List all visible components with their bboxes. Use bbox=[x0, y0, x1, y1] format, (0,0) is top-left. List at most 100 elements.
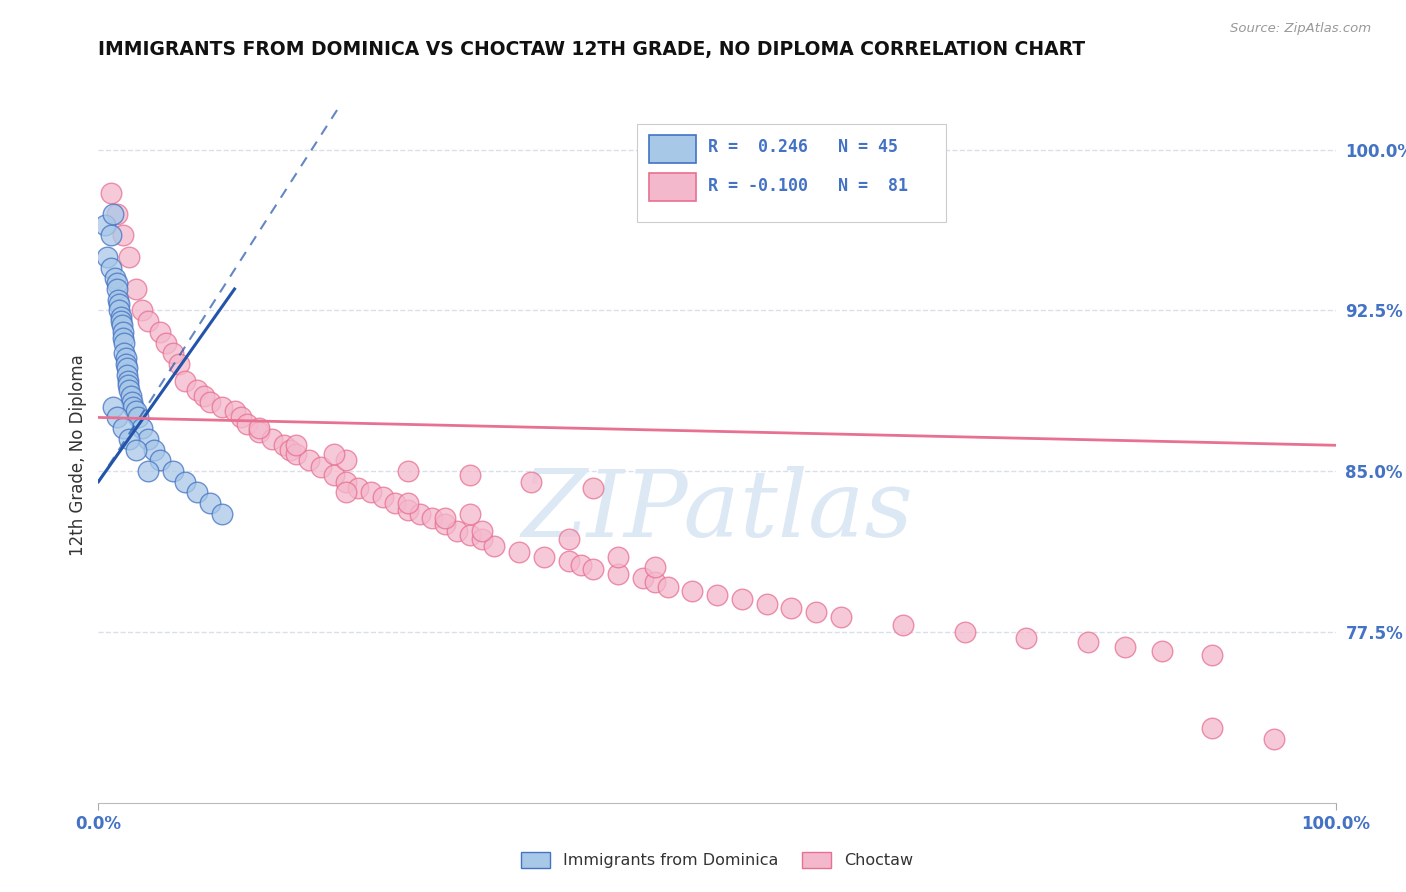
Point bbox=[433, 517, 456, 532]
Text: R = -0.100   N =  81: R = -0.100 N = 81 bbox=[709, 177, 908, 194]
Point bbox=[149, 453, 172, 467]
Point bbox=[422, 511, 444, 525]
Point bbox=[396, 464, 419, 478]
Point bbox=[607, 549, 630, 564]
Point bbox=[103, 271, 125, 285]
Point bbox=[103, 207, 125, 221]
Point bbox=[136, 464, 159, 478]
Point bbox=[458, 468, 481, 483]
Point bbox=[114, 357, 136, 371]
Point bbox=[110, 310, 132, 324]
Point bbox=[117, 374, 139, 388]
Point bbox=[681, 583, 703, 598]
Point bbox=[198, 496, 221, 510]
Point bbox=[131, 303, 153, 318]
Point bbox=[273, 438, 295, 452]
Point bbox=[112, 335, 135, 350]
Point bbox=[471, 524, 494, 538]
Point bbox=[1201, 648, 1223, 662]
Point bbox=[224, 404, 246, 418]
Point bbox=[409, 507, 432, 521]
Point bbox=[446, 524, 468, 538]
Point bbox=[1263, 731, 1285, 746]
Point bbox=[112, 421, 135, 435]
Point bbox=[229, 410, 252, 425]
Point bbox=[114, 351, 136, 365]
Point bbox=[162, 464, 184, 478]
Point bbox=[124, 282, 146, 296]
Point bbox=[108, 303, 131, 318]
Point bbox=[1077, 635, 1099, 649]
Point bbox=[1201, 721, 1223, 735]
Legend: Immigrants from Dominica, Choctaw: Immigrants from Dominica, Choctaw bbox=[515, 846, 920, 875]
Point bbox=[93, 218, 115, 232]
Point bbox=[118, 250, 141, 264]
FancyBboxPatch shape bbox=[650, 135, 696, 162]
Point bbox=[755, 597, 778, 611]
Point bbox=[115, 361, 138, 376]
Point bbox=[520, 475, 543, 489]
Text: R =  0.246   N = 45: R = 0.246 N = 45 bbox=[709, 138, 898, 156]
Point bbox=[644, 575, 666, 590]
Point bbox=[557, 533, 579, 547]
Point bbox=[471, 533, 494, 547]
Point bbox=[118, 383, 141, 397]
Point bbox=[706, 588, 728, 602]
Point bbox=[149, 325, 172, 339]
Text: ZIPatlas: ZIPatlas bbox=[522, 466, 912, 556]
Point bbox=[396, 496, 419, 510]
Point bbox=[260, 432, 283, 446]
Point bbox=[107, 293, 129, 307]
Point bbox=[582, 481, 605, 495]
Point bbox=[100, 228, 122, 243]
Point bbox=[582, 562, 605, 576]
Point bbox=[117, 378, 139, 392]
Point bbox=[731, 592, 754, 607]
Point bbox=[96, 250, 118, 264]
Point bbox=[569, 558, 592, 573]
Point bbox=[384, 496, 406, 510]
Point bbox=[236, 417, 259, 431]
Point bbox=[136, 432, 159, 446]
Point bbox=[105, 276, 128, 290]
Point bbox=[335, 485, 357, 500]
Point bbox=[167, 357, 190, 371]
Point bbox=[122, 400, 145, 414]
Point bbox=[396, 502, 419, 516]
Point bbox=[143, 442, 166, 457]
Point bbox=[100, 186, 122, 200]
Point bbox=[804, 605, 827, 619]
Point bbox=[112, 346, 135, 360]
Point bbox=[1114, 640, 1136, 654]
Point bbox=[211, 507, 233, 521]
Point bbox=[193, 389, 215, 403]
Point bbox=[155, 335, 177, 350]
Point bbox=[322, 447, 344, 461]
Point bbox=[278, 442, 301, 457]
Point bbox=[360, 485, 382, 500]
Point bbox=[108, 297, 131, 311]
Point bbox=[322, 468, 344, 483]
Point bbox=[112, 331, 135, 345]
Point bbox=[100, 260, 122, 275]
Point bbox=[115, 368, 138, 382]
Point bbox=[830, 609, 852, 624]
Point bbox=[127, 410, 149, 425]
Point bbox=[247, 425, 270, 440]
Point bbox=[112, 325, 135, 339]
Point bbox=[136, 314, 159, 328]
Point bbox=[631, 571, 654, 585]
Point bbox=[186, 485, 208, 500]
Point bbox=[458, 528, 481, 542]
Point bbox=[1015, 631, 1038, 645]
Point bbox=[111, 318, 134, 333]
Point bbox=[198, 395, 221, 409]
Point bbox=[121, 395, 143, 409]
Point bbox=[644, 560, 666, 574]
Point bbox=[285, 438, 308, 452]
Point bbox=[118, 432, 141, 446]
Point bbox=[105, 410, 128, 425]
Point bbox=[105, 207, 128, 221]
Point bbox=[112, 228, 135, 243]
Point bbox=[247, 421, 270, 435]
